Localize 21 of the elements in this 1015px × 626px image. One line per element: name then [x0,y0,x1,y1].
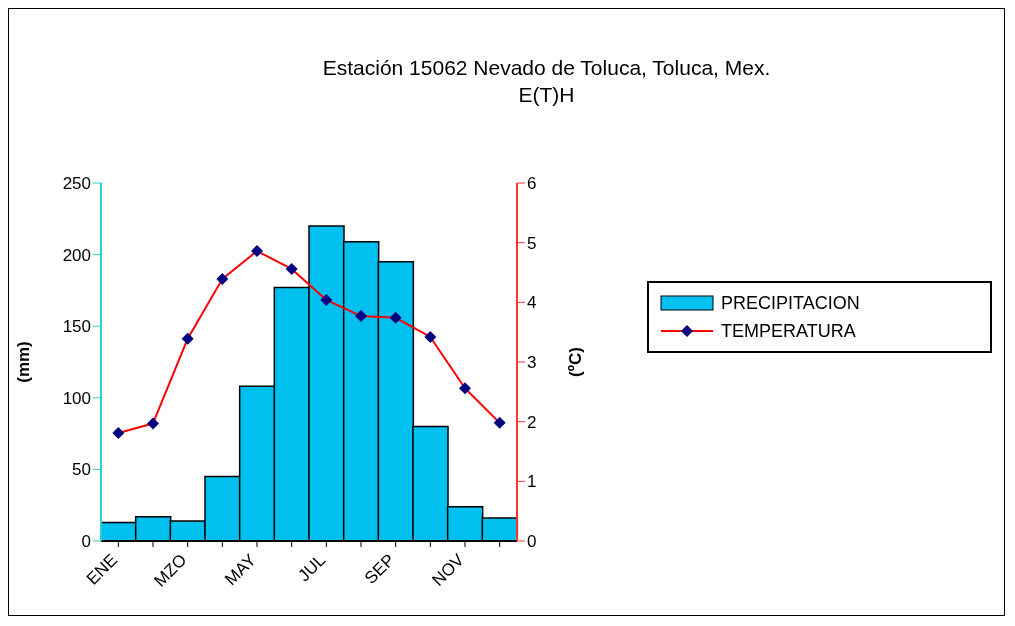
legend-label: PRECIPITACION [721,292,860,314]
chart-title: Estación 15062 Nevado de Toluca, Toluca, Mex. [321,55,772,81]
y2-tick-label: 3 [527,353,537,373]
y2-axis-title: (ºC) [566,347,586,377]
y-tick-label: 200 [62,245,91,265]
y2-tick-label: 0 [527,532,537,552]
legend-label: TEMPERATURA [721,320,856,342]
x-tick-label: SEP [361,550,399,588]
y-tick-label: 0 [81,532,91,552]
y-axis-title: (mm) [14,341,34,383]
y-tick-label: 250 [62,174,91,194]
y2-tick-label: 5 [527,233,537,253]
y2-tick-label: 1 [527,472,537,492]
y-tick-label: 50 [72,460,91,480]
y2-tick-label: 2 [527,412,537,432]
x-tick-label: JUL [294,550,330,586]
chart-subtitle: E(T)H [517,82,576,108]
y-tick-label: 100 [62,388,91,408]
y-tick-label: 150 [62,317,91,337]
y2-tick-label: 6 [527,174,537,194]
y2-tick-label: 4 [527,293,537,313]
